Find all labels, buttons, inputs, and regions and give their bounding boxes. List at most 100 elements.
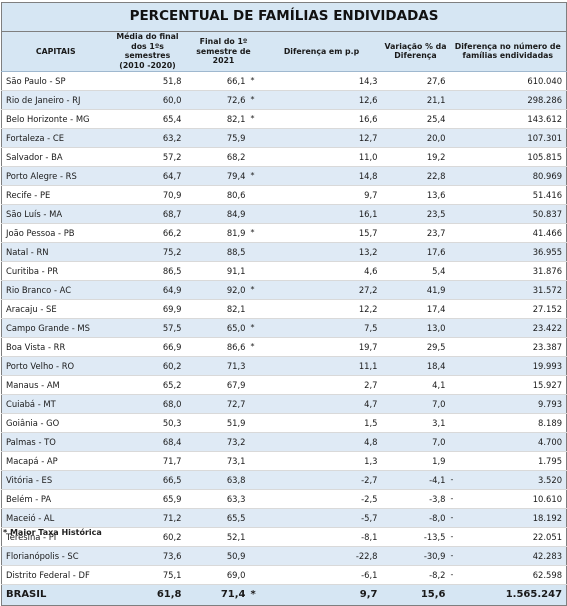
row-media: 51,8: [109, 71, 186, 91]
row-diferenca: 13,2: [261, 242, 382, 262]
row-dash: [449, 413, 480, 433]
header-capitais: CAPITAIS: [1, 31, 110, 72]
row-variacao: 23,7: [381, 223, 450, 243]
row-diferenca: 11,1: [261, 356, 382, 376]
row-variacao: 20,0: [381, 128, 450, 148]
table-row: Curitiba - PR 86,5 91,1 4,6 5,4 31.876: [1, 261, 567, 281]
row-dash: [449, 166, 480, 186]
row-final: 73,1: [185, 451, 250, 471]
row-familias: 50.837: [479, 204, 567, 224]
row-media: 73,6: [109, 546, 186, 566]
row-capital: Distrito Federal - DF: [1, 565, 110, 585]
table-body: São Paulo - SP 51,8 66,1 * 14,3 27,6 610.040 Ri…: [1, 71, 567, 585]
row-variacao: 22,8: [381, 166, 450, 186]
total-final: 71,4: [185, 583, 250, 606]
row-dash: [449, 261, 480, 281]
row-diferenca: 11,0: [261, 147, 382, 167]
row-final: 84,9: [185, 204, 250, 224]
row-dash: -: [449, 565, 480, 585]
row-final: 72,6: [185, 90, 250, 110]
row-familias: 27.152: [479, 299, 567, 319]
row-final: 52,1: [185, 527, 250, 547]
row-dash: [449, 451, 480, 471]
row-dash: [449, 223, 480, 243]
row-media: 86,5: [109, 261, 186, 281]
row-variacao: -4,1: [381, 470, 450, 490]
row-variacao: -8,0: [381, 508, 450, 528]
header-media: Média do final dos 1ºs semestres (2010 -…: [109, 31, 186, 72]
row-familias: 298.286: [479, 90, 567, 110]
row-variacao: 23,5: [381, 204, 450, 224]
row-final: 75,9: [185, 128, 250, 148]
row-media: 75,1: [109, 565, 186, 585]
table-row: Cuiabá - MT 68,0 72,7 4,7 7,0 9.793: [1, 394, 567, 414]
row-record-flag: [249, 394, 262, 414]
row-final: 63,3: [185, 489, 250, 509]
table-row: Macapá - AP 71,7 73,1 1,3 1,9 1.795: [1, 451, 567, 471]
row-diferenca: 15,7: [261, 223, 382, 243]
row-record-flag: [249, 299, 262, 319]
row-final: 88,5: [185, 242, 250, 262]
total-media: 61,8: [109, 583, 186, 606]
table-row: Belo Horizonte - MG 65,4 82,1 * 16,6 25,4 143.…: [1, 109, 567, 129]
row-record-flag: [249, 128, 262, 148]
row-final: 80,6: [185, 185, 250, 205]
row-variacao: 5,4: [381, 261, 450, 281]
row-media: 70,9: [109, 185, 186, 205]
row-dash: [449, 394, 480, 414]
row-familias: 42.283: [479, 546, 567, 566]
row-capital: Manaus - AM: [1, 375, 110, 395]
row-capital: Palmas - TO: [1, 432, 110, 452]
row-diferenca: 2,7: [261, 375, 382, 395]
row-record-flag: [249, 261, 262, 281]
row-capital: Porto Velho - RO: [1, 356, 110, 376]
row-familias: 105.815: [479, 147, 567, 167]
row-media: 60,0: [109, 90, 186, 110]
row-capital: Florianópolis - SC: [1, 546, 110, 566]
row-capital: São Paulo - SP: [1, 71, 110, 91]
row-diferenca: -22,8: [261, 546, 382, 566]
row-final: 72,7: [185, 394, 250, 414]
row-dash: [449, 432, 480, 452]
row-dash: -: [449, 508, 480, 528]
table-row: Porto Velho - RO 60,2 71,3 11,1 18,4 19.993: [1, 356, 567, 376]
row-capital: João Pessoa - PB: [1, 223, 110, 243]
row-final: 73,2: [185, 432, 250, 452]
row-dash: [449, 337, 480, 357]
table-row: Campo Grande - MS 57,5 65,0 * 7,5 13,0 23.422: [1, 318, 567, 338]
table-row: Belém - PA 65,9 63,3 -2,5 -3,8-10.610: [1, 489, 567, 509]
table-row: Florianópolis - SC 73,6 50,9 -22,8 -30,9-42.…: [1, 546, 567, 566]
row-dash: -: [449, 470, 480, 490]
row-variacao: -8,2: [381, 565, 450, 585]
row-capital: Rio Branco - AC: [1, 280, 110, 300]
table-row: Goiânia - GO 50,3 51,9 1,5 3,1 8.189: [1, 413, 567, 433]
row-variacao: 13,0: [381, 318, 450, 338]
row-final: 86,6: [185, 337, 250, 357]
row-diferenca: 14,3: [261, 71, 382, 91]
row-record-flag: *: [249, 109, 262, 129]
row-familias: 31.876: [479, 261, 567, 281]
row-final: 92,0: [185, 280, 250, 300]
row-variacao: -13,5: [381, 527, 450, 547]
row-record-flag: [249, 508, 262, 528]
header-variacao: Variação % da Diferença: [381, 31, 450, 72]
row-media: 71,2: [109, 508, 186, 528]
row-variacao: 19,2: [381, 147, 450, 167]
row-record-flag: [249, 451, 262, 471]
row-dash: -: [449, 546, 480, 566]
header-familias: Diferença no número de famílias endivida…: [449, 31, 567, 72]
row-variacao: -30,9: [381, 546, 450, 566]
row-capital: Boa Vista - RR: [1, 337, 110, 357]
table-row: São Luís - MA 68,7 84,9 16,1 23,5 50.837: [1, 204, 567, 224]
row-variacao: 13,6: [381, 185, 450, 205]
row-final: 82,1: [185, 109, 250, 129]
row-record-flag: [249, 375, 262, 395]
row-media: 75,2: [109, 242, 186, 262]
table-row: Vitória - ES 66,5 63,8 -2,7 -4,1-3.520: [1, 470, 567, 490]
table-row: Manaus - AM 65,2 67,9 2,7 4,1 15.927: [1, 375, 567, 395]
row-familias: 23.422: [479, 318, 567, 338]
row-familias: 62.598: [479, 565, 567, 585]
row-record-flag: *: [249, 223, 262, 243]
row-diferenca: 19,7: [261, 337, 382, 357]
row-media: 68,0: [109, 394, 186, 414]
